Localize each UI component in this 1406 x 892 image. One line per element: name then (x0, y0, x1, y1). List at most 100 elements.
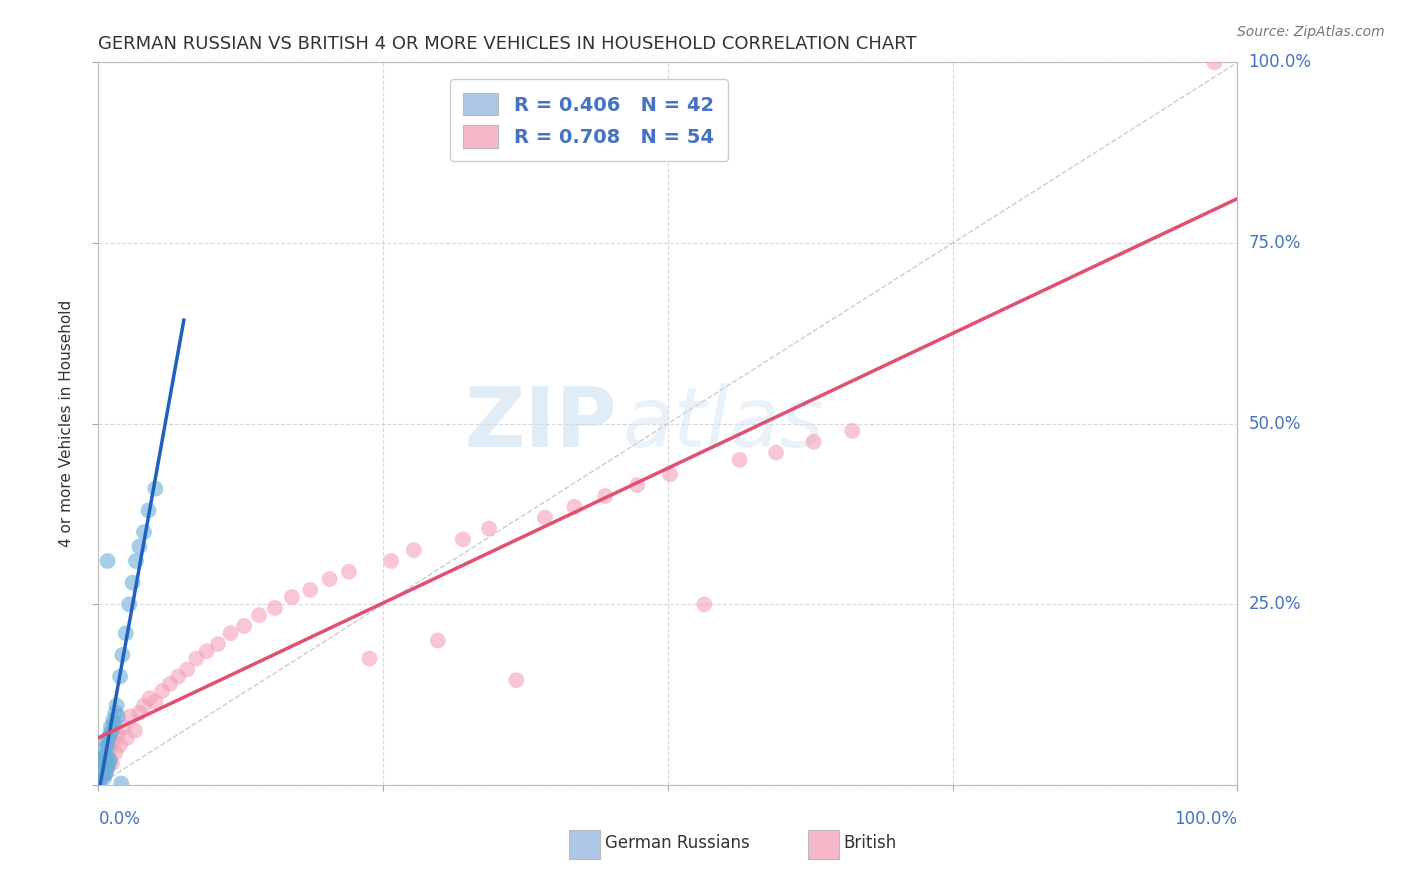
Point (426, 633, 449, 648)
Point (138, 503, 160, 517)
Point (100, 738, 122, 752)
Text: German Russians: German Russians (605, 834, 749, 852)
Y-axis label: 4 or more Vehicles in Household: 4 or more Vehicles in Household (59, 300, 75, 548)
Point (693, 598, 716, 612)
Text: GERMAN RUSSIAN VS BRITISH 4 OR MORE VEHICLES IN HOUSEHOLD CORRELATION CHART: GERMAN RUSSIAN VS BRITISH 4 OR MORE VEHI… (98, 35, 917, 53)
Legend: R = 0.406   N = 42, R = 0.708   N = 54: R = 0.406 N = 42, R = 0.708 N = 54 (450, 79, 728, 161)
Point (402, 543, 425, 558)
Point (103, 713, 125, 727)
Point (98, 727, 121, 741)
Point (98, 753, 121, 767)
Point (534, 510, 557, 524)
Text: atlas: atlas (623, 384, 824, 464)
Point (505, 673, 527, 688)
Point (120, 709, 142, 723)
Point (125, 554, 148, 568)
Point (105, 698, 128, 713)
Point (107, 727, 129, 741)
Point (107, 709, 129, 723)
Point (94, 767, 117, 781)
Point (219, 626, 242, 640)
Point (115, 731, 138, 745)
Point (451, 533, 474, 547)
Point (728, 452, 751, 467)
Point (841, 424, 863, 438)
Point (97, 756, 120, 771)
Point (247, 608, 270, 623)
Point (132, 698, 155, 713)
Point (91, 753, 114, 767)
Point (145, 482, 167, 496)
Text: ZIP: ZIP (464, 384, 617, 464)
Point (659, 467, 682, 482)
Point (359, 651, 381, 665)
Point (593, 489, 616, 503)
Point (93, 756, 115, 771)
Text: 50.0%: 50.0% (1249, 415, 1301, 433)
Point (281, 590, 304, 604)
Point (89, 774, 111, 789)
Point (626, 478, 648, 492)
Point (124, 723, 146, 738)
Point (128, 540, 150, 554)
Text: British: British (844, 834, 897, 852)
Text: 0.0%: 0.0% (98, 810, 141, 828)
Point (167, 669, 190, 683)
Point (478, 521, 501, 535)
Point (90, 764, 112, 778)
Point (103, 716, 125, 731)
Point (207, 637, 229, 651)
Point (132, 524, 155, 539)
Point (96, 554, 118, 568)
Point (108, 738, 131, 752)
Point (96, 764, 118, 778)
Point (100, 720, 122, 734)
Point (96, 749, 118, 764)
Point (195, 644, 218, 658)
Point (96, 738, 118, 752)
Point (128, 706, 150, 720)
Point (150, 684, 173, 698)
Point (186, 651, 208, 665)
Point (264, 601, 287, 615)
Text: Source: ZipAtlas.com: Source: ZipAtlas.com (1237, 25, 1385, 39)
Point (111, 648, 134, 662)
Point (97, 742, 120, 756)
Point (233, 619, 256, 633)
Point (97, 731, 120, 745)
Point (104, 746, 127, 760)
Point (145, 695, 167, 709)
Point (803, 434, 825, 449)
Point (108, 669, 131, 683)
Point (96, 760, 118, 774)
Point (101, 756, 124, 771)
Point (96, 749, 118, 764)
Point (96, 734, 118, 748)
Text: 100.0%: 100.0% (1174, 810, 1237, 828)
Point (90, 764, 112, 778)
Point (564, 500, 586, 514)
Point (94, 767, 117, 781)
Point (96, 760, 118, 774)
Point (93, 760, 115, 774)
Point (98, 753, 121, 767)
Point (138, 691, 160, 706)
Point (103, 734, 125, 748)
Text: 100.0%: 100.0% (1249, 54, 1312, 71)
Point (176, 662, 198, 676)
Point (118, 598, 141, 612)
Point (114, 626, 136, 640)
Point (318, 572, 340, 586)
Point (380, 554, 402, 568)
Point (90, 771, 112, 785)
Point (93, 749, 115, 764)
Point (112, 720, 135, 734)
Point (1204, 55, 1226, 70)
Text: 75.0%: 75.0% (1249, 234, 1301, 252)
Point (94, 742, 117, 756)
Point (91, 767, 114, 781)
Point (90, 767, 112, 781)
Point (90, 760, 112, 774)
Point (93, 771, 115, 785)
Point (765, 445, 787, 459)
